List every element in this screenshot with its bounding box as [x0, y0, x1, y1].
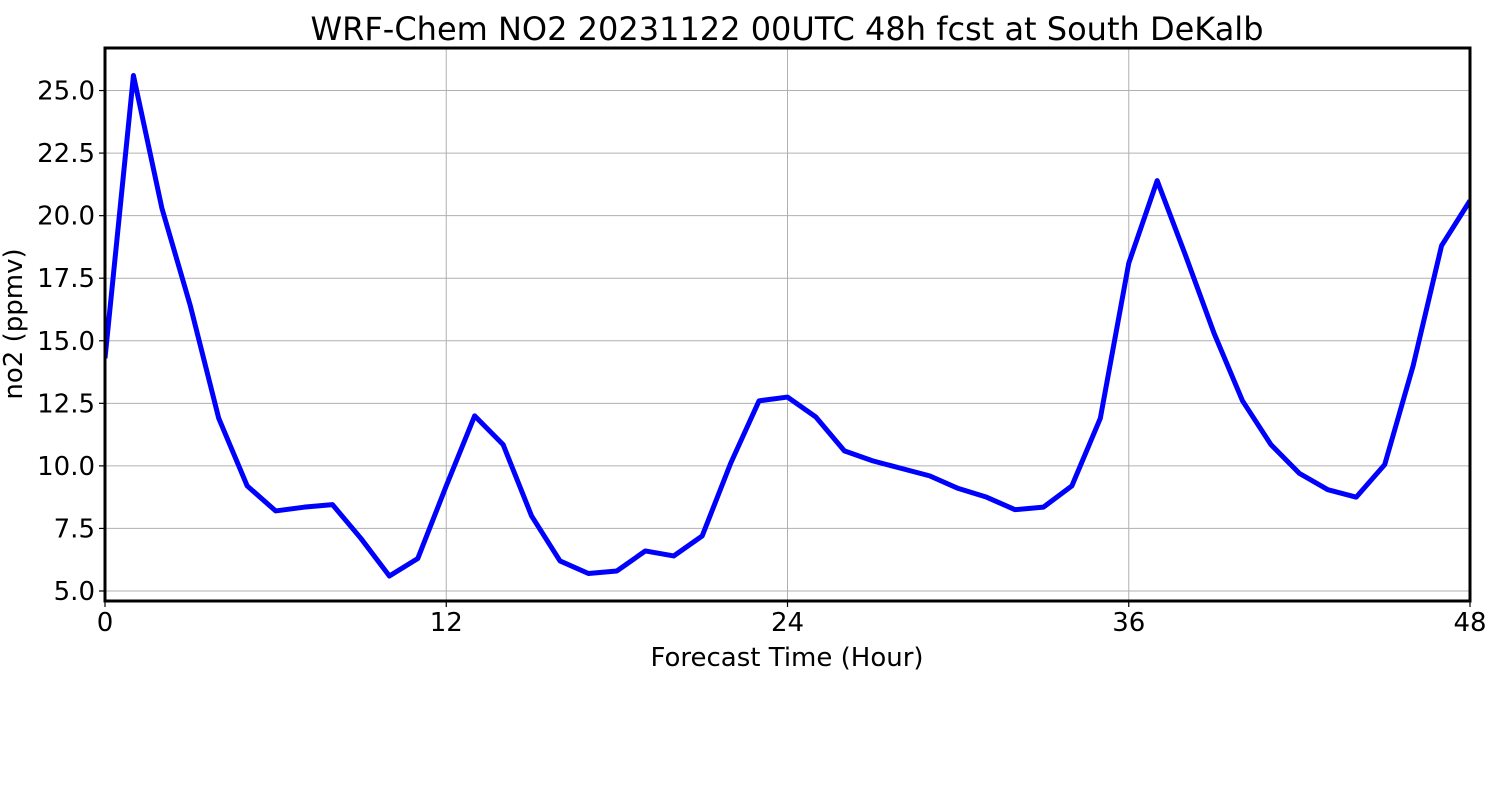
- y-tick-label: 7.5: [54, 514, 95, 544]
- y-tick-label: 20.0: [37, 202, 95, 232]
- y-axis-label: no2 (ppmv): [0, 248, 29, 399]
- x-tick-label: 48: [1453, 608, 1486, 638]
- x-axis-label: Forecast Time (Hour): [650, 643, 923, 673]
- x-tick-label: 24: [771, 608, 804, 638]
- y-tick-label: 5.0: [54, 577, 95, 607]
- y-tick-label: 15.0: [37, 327, 95, 357]
- chart-title: WRF-Chem NO2 20231122 00UTC 48h fcst at …: [311, 10, 1264, 48]
- grid-lines: [104, 48, 1471, 601]
- y-tick-label: 22.5: [37, 139, 95, 169]
- no2-series-line: [105, 73, 1470, 579]
- y-tick-label: 17.5: [37, 264, 95, 294]
- y-tick-label: 25.0: [37, 77, 95, 107]
- axis-ticks: 0 12 24 36 48 5.0 7.5 10.0 12.5 15.0 17.5 20.0 22.5 2…: [37, 77, 1486, 638]
- x-tick-label: 36: [1112, 608, 1145, 638]
- series-layer: [105, 73, 1470, 579]
- y-tick-label: 12.5: [37, 389, 95, 419]
- x-tick-label: 12: [430, 608, 463, 638]
- y-tick-label: 10.0: [37, 452, 95, 482]
- x-tick-label: 0: [97, 608, 114, 638]
